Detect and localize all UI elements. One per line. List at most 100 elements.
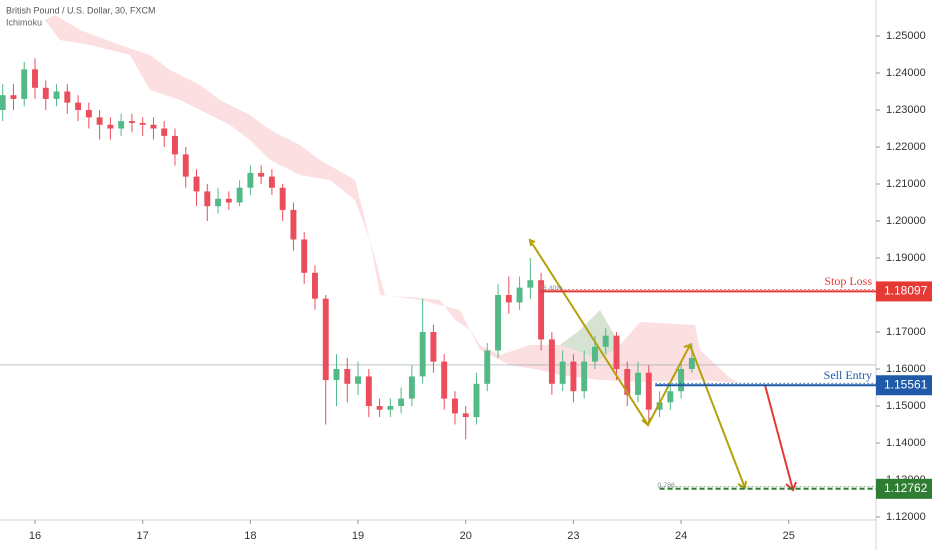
candle-body [21,69,28,99]
y-tick-label: 1.21000 [886,178,926,190]
x-tick-label: 16 [29,530,41,542]
candle-body [0,95,6,111]
x-tick-label: 18 [244,530,256,542]
price-tag-label: 1.18097 [884,284,928,298]
candle-body [85,110,92,118]
candle-body [667,391,674,403]
candle-body [624,369,631,395]
candle-body [42,87,49,99]
y-tick-label: 1.17000 [886,326,926,338]
candle-body [268,176,275,188]
candle-body [225,198,232,203]
x-tick-label: 19 [352,530,364,542]
candle-body [376,406,383,410]
fib-label: 76.40% [539,285,563,292]
candle-body [656,402,663,410]
candle-body [602,335,609,347]
y-tick-label: 1.22000 [886,141,926,153]
chart-title: British Pound / U.S. Dollar, 30, FXCM [6,5,156,15]
y-tick-label: 1.16000 [886,363,926,375]
candle-body [495,295,501,351]
candle-body [484,350,491,384]
candle-body [182,154,189,177]
arrow-heads [528,238,747,490]
y-tick-label: 1.23000 [886,104,926,116]
candle-body [150,124,157,129]
candle-body [75,102,82,111]
price-tag-label: 1.12762 [884,481,928,495]
x-tick-label: 20 [460,530,472,542]
candle-body [387,406,394,410]
candle-body [678,369,685,392]
candle-body [247,172,254,188]
candle-body [96,117,103,125]
candle-body [516,287,523,303]
level-label: Stop Loss [824,274,872,288]
candle-body [161,128,168,136]
indicator-name: Ichimoku [6,17,42,27]
candle-body [473,383,480,418]
candle-body [279,187,286,210]
y-tick-label: 1.19000 [886,252,926,264]
candle-body [333,369,340,381]
candle-body [548,339,555,384]
candle-body [635,372,641,395]
candle-body [527,280,534,288]
candle-body [344,369,351,384]
candle-body [204,191,211,207]
y-tick-label: 1.20000 [886,215,926,227]
x-tick-label: 24 [675,530,687,542]
candle-body [430,332,437,362]
y-tick-label: 1.24000 [886,67,926,79]
candle-body [215,198,222,207]
candle-body [591,346,598,362]
candle-body [139,122,146,125]
candle-body [32,69,38,88]
candle-body [312,272,318,299]
candle-body [301,239,308,273]
y-tick-label: 1.12000 [886,511,926,523]
sell-arrow [764,384,797,492]
candle-body [419,332,426,377]
ichimoku-cloud [45,15,740,383]
candle-body [505,295,512,303]
fib-label: 0.786 [657,483,675,490]
candle-body [322,298,329,381]
candle-body [172,135,178,155]
candle-body [290,209,297,240]
candle-body [688,357,695,370]
candle-body [128,121,135,123]
candle-body [462,413,469,418]
candle-body [10,95,17,99]
price-tag [876,478,932,499]
price-tag-label: 1.15561 [884,377,928,391]
price-tag [876,375,932,396]
price-tag [876,281,932,302]
x-tick-label: 23 [567,530,579,542]
candle-body [193,176,200,192]
candle-body [559,361,566,384]
y-tick-label: 1.15000 [886,400,926,412]
y-tick-label: 1.14000 [886,437,926,449]
candle-body [118,121,125,129]
candle-body [645,372,652,410]
candle-body [451,398,458,414]
candle-body [408,376,415,399]
candle-body [570,361,577,392]
candle-body [64,91,71,103]
candle-body [581,361,588,392]
y-tick-label: 1.25000 [886,30,926,42]
candle-body [236,187,243,203]
candle-body [107,124,114,129]
candle-body [365,376,372,407]
candle-body [538,280,545,340]
candle-body [441,361,448,399]
level-label: Sell Entry [824,368,872,382]
x-tick-label: 17 [137,530,149,542]
x-tick-label: 25 [783,530,795,542]
candle-body [355,376,362,384]
candle-body [258,172,265,177]
candle-body [398,398,405,407]
